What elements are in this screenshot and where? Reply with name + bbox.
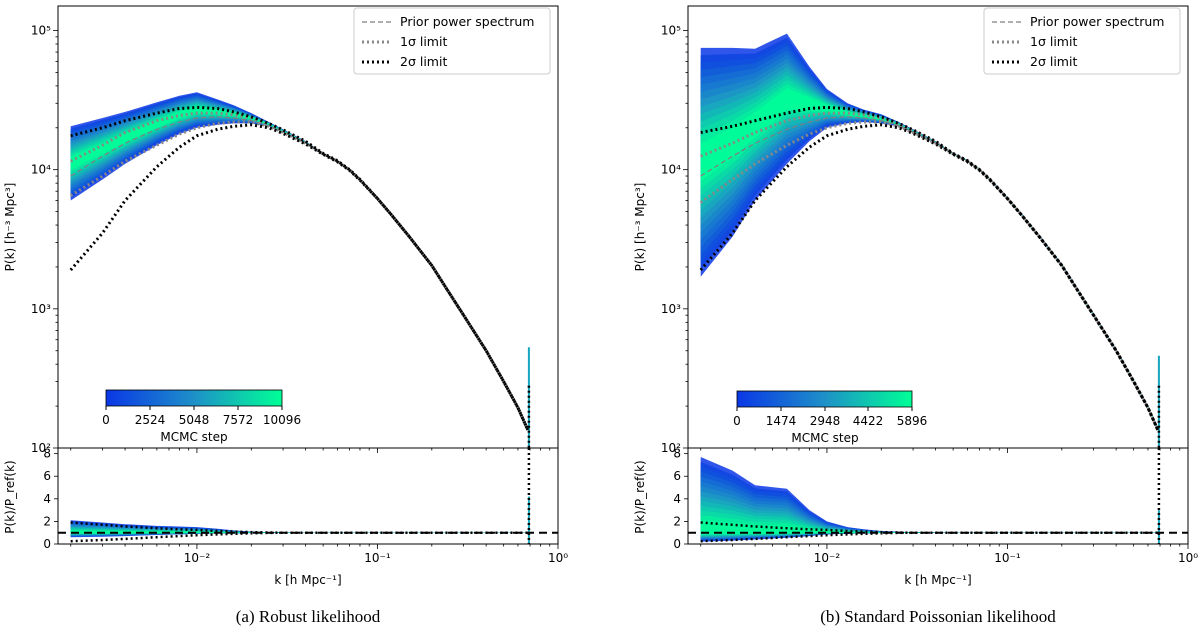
y-tick-label: 10⁵: [31, 24, 51, 38]
colorbar-gradient: [736, 390, 913, 408]
y-tick-label: 10⁴: [661, 163, 681, 177]
panel-right: 10² 10³ 10⁴ 10⁵ 0 2 4 6 8 10⁻² 10⁻¹ 10⁰ Prior power…: [633, 5, 1198, 626]
main-plot-left: [69, 92, 531, 448]
colorbar-tick-label: 5896: [897, 414, 928, 428]
ticks-left: 10² 10³ 10⁴ 10⁵ 0 2 4 6 8 10⁻² 10⁻¹ 10⁰: [31, 24, 568, 565]
legend-prior-label: Prior power spectrum: [1030, 14, 1164, 29]
x-axis-label-left: k [h Mpc⁻¹]: [274, 573, 341, 587]
mcmc-sample-band: [70, 107, 528, 429]
y-tick-label: 10⁵: [661, 24, 681, 38]
legend-sigma1-label: 1σ limit: [400, 34, 447, 49]
legend-left: Prior power spectrum 1σ limit 2σ limit: [353, 7, 551, 75]
ratio-tick-label: 6: [43, 469, 51, 483]
colorbar-tick-label: 0: [733, 414, 741, 428]
ticks-right: 10² 10³ 10⁴ 10⁵ 0 2 4 6 8 10⁻² 10⁻¹ 10⁰: [661, 24, 1198, 565]
colorbar-tick-label: 4422: [853, 414, 884, 428]
sigma2-upper-line: [70, 105, 530, 431]
x-tick-label: 10⁻²: [184, 551, 211, 565]
y-tick-label: 10²: [661, 441, 681, 455]
ratio-plot-left: [58, 448, 558, 544]
legend-sigma2-label: 2σ limit: [400, 54, 447, 69]
y-axis-label-right: P(k) [h⁻³ Mpc³]: [633, 183, 647, 272]
colorbar-left: 0 2524 5048 7572 10096 MCMC step: [102, 389, 301, 444]
colorbar-tick-label: 7572: [223, 413, 254, 427]
legend-prior-label: Prior power spectrum: [400, 14, 534, 29]
ratio-tick-label: 4: [43, 492, 51, 506]
x-tick-label: 10⁻²: [814, 551, 841, 565]
y-tick-label: 10²: [31, 441, 51, 455]
colorbar-tick-label: 1474: [766, 414, 797, 428]
sigma1-upper-line: [70, 111, 530, 431]
ratio-tick-label: 8: [673, 447, 681, 461]
caption-left: (a) Robust likelihood: [236, 607, 381, 626]
mcmc-sample-band: [700, 79, 1158, 430]
sigma2-lower-line: [69, 123, 530, 431]
prior-power-spectrum-line: [70, 116, 529, 431]
ratio-tick-label: 6: [673, 469, 681, 483]
ratio-frame-right: [687, 447, 1189, 545]
colorbar-tick-label: 2524: [135, 413, 166, 427]
sigma1-lower-line: [699, 120, 1160, 431]
ratio-plot-right: [688, 448, 1188, 544]
legend-sigma1-label: 1σ limit: [1030, 34, 1077, 49]
y-tick-label: 10³: [31, 302, 51, 316]
x-axis-label-right: k [h Mpc⁻¹]: [904, 573, 971, 587]
ratio-tick-label: 0: [673, 537, 681, 551]
caption-right: (b) Standard Poissonian likelihood: [820, 607, 1056, 626]
ratio-axis-label-left: P(k)/P_ref(k): [3, 460, 17, 533]
colorbar-tick-label: 0: [102, 413, 110, 427]
ratio-tick-label: 4: [673, 492, 681, 506]
legend-box: [353, 7, 551, 75]
legend-sigma2-label: 2σ limit: [1030, 54, 1077, 69]
x-tick-label: 10⁰: [1178, 551, 1198, 565]
ratio-tick-label: 8: [43, 447, 51, 461]
ratio-axis-label-right: P(k)/P_ref(k): [633, 460, 647, 533]
ratio-tick-label: 0: [43, 537, 51, 551]
prior-power-spectrum-line: [700, 116, 1159, 431]
ratio-tick-label: 2: [43, 514, 51, 528]
mcmc-sample-band: [70, 98, 528, 430]
colorbar-tick-label: 2948: [810, 414, 841, 428]
sigma2-lower-line: [699, 123, 1160, 431]
colorbar-label: MCMC step: [791, 431, 858, 445]
panel-left: 10² 10³ 10⁴ 10⁵ 0 2 4 6 8 10⁻² 10⁻¹ 10⁰ Prior power…: [3, 5, 568, 626]
y-tick-label: 10⁴: [31, 163, 51, 177]
colorbar-right: 0 1474 2948 4422 5896 MCMC step: [733, 390, 928, 445]
y-axis-label-left: P(k) [h⁻³ Mpc³]: [3, 183, 17, 272]
x-tick-label: 10⁻¹: [994, 551, 1021, 565]
x-tick-label: 10⁻¹: [364, 551, 391, 565]
colorbar-gradient: [105, 389, 283, 407]
colorbar-tick-label: 5048: [179, 413, 210, 427]
legend-box: [983, 7, 1181, 75]
main-plot-right: [699, 33, 1161, 448]
colorbar-label: MCMC step: [160, 430, 227, 444]
sigma1-lower-line: [69, 120, 530, 431]
ratio-sample-band: [70, 530, 528, 534]
ratio-sample-band: [700, 520, 1158, 535]
legend-right: Prior power spectrum 1σ limit 2σ limit: [983, 7, 1181, 75]
x-tick-label: 10⁰: [548, 551, 568, 565]
ratio-frame-left: [57, 447, 559, 545]
ratio-tick-label: 2: [673, 514, 681, 528]
y-tick-label: 10³: [661, 302, 681, 316]
colorbar-tick-label: 10096: [263, 413, 301, 427]
